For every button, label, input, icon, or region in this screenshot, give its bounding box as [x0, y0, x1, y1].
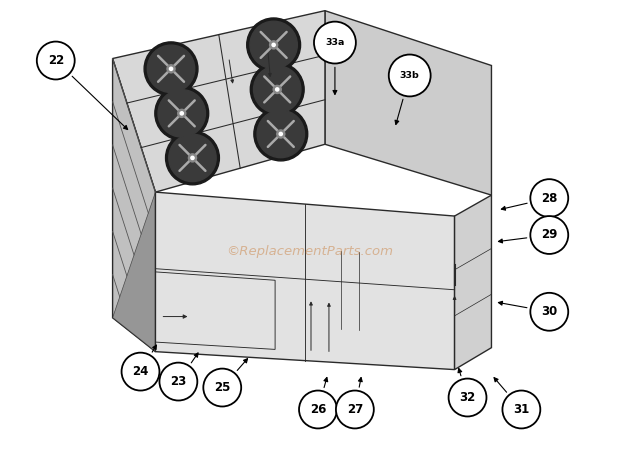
Circle shape: [191, 157, 194, 159]
Text: 33b: 33b: [400, 71, 420, 80]
Circle shape: [254, 66, 301, 113]
Text: 31: 31: [513, 403, 529, 416]
Circle shape: [148, 45, 195, 93]
Text: 30: 30: [541, 306, 557, 318]
Polygon shape: [113, 192, 156, 352]
Text: 32: 32: [459, 391, 476, 404]
Text: 27: 27: [347, 403, 363, 416]
Text: 25: 25: [214, 381, 231, 394]
Circle shape: [178, 110, 186, 118]
Circle shape: [169, 134, 216, 181]
Circle shape: [277, 130, 285, 138]
Circle shape: [159, 363, 197, 400]
Circle shape: [449, 378, 487, 416]
Circle shape: [336, 391, 374, 429]
Circle shape: [155, 86, 209, 140]
Circle shape: [299, 391, 337, 429]
Circle shape: [272, 43, 275, 47]
Circle shape: [250, 63, 304, 117]
Circle shape: [270, 41, 278, 49]
Circle shape: [276, 88, 279, 91]
Circle shape: [188, 154, 197, 162]
Circle shape: [167, 65, 175, 73]
Polygon shape: [325, 11, 492, 195]
Polygon shape: [113, 59, 156, 352]
Polygon shape: [454, 195, 492, 369]
Circle shape: [158, 90, 205, 137]
Circle shape: [250, 21, 298, 69]
Circle shape: [314, 22, 356, 63]
Circle shape: [203, 368, 241, 407]
Circle shape: [389, 55, 431, 96]
Circle shape: [166, 131, 219, 185]
Circle shape: [122, 352, 159, 391]
Circle shape: [180, 112, 184, 115]
Text: 26: 26: [310, 403, 326, 416]
Circle shape: [169, 67, 172, 70]
Text: 28: 28: [541, 192, 557, 204]
Text: 23: 23: [170, 375, 187, 388]
Circle shape: [279, 133, 283, 135]
Polygon shape: [156, 192, 454, 369]
Circle shape: [530, 293, 569, 331]
Circle shape: [247, 18, 301, 72]
Circle shape: [502, 391, 540, 429]
Polygon shape: [113, 11, 325, 192]
Text: 22: 22: [48, 54, 64, 67]
Circle shape: [254, 107, 308, 161]
Circle shape: [257, 110, 304, 157]
Circle shape: [144, 42, 198, 96]
Circle shape: [530, 179, 569, 217]
Circle shape: [37, 41, 74, 79]
Text: 24: 24: [132, 365, 149, 378]
Text: 33a: 33a: [326, 38, 345, 47]
Circle shape: [273, 86, 281, 94]
Circle shape: [530, 216, 569, 254]
Text: ©ReplacementParts.com: ©ReplacementParts.com: [226, 245, 394, 258]
Text: 29: 29: [541, 228, 557, 242]
